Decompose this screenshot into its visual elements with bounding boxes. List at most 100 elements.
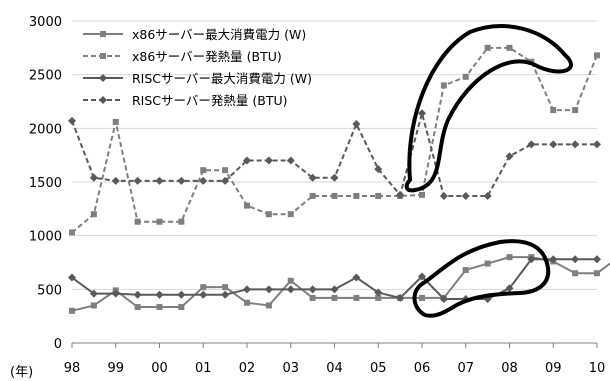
x-tick-label: 06 (414, 361, 431, 376)
data-point (177, 290, 186, 299)
data-point (572, 270, 579, 277)
data-point (243, 285, 251, 294)
data-point (374, 165, 383, 174)
data-point (265, 302, 272, 309)
x-tick-label: 05 (370, 361, 387, 376)
data-point (593, 140, 601, 149)
data-point (89, 289, 98, 298)
data-point (178, 304, 185, 311)
data-point (461, 191, 470, 200)
y-tick-label: 500 (37, 283, 62, 298)
x-axis-label: (年) (10, 365, 33, 380)
data-point (505, 152, 514, 161)
data-point (100, 31, 106, 37)
data-point (375, 294, 382, 301)
data-point (222, 284, 229, 291)
data-point (484, 44, 491, 51)
data-point (221, 176, 230, 185)
data-point (90, 302, 97, 309)
data-point (133, 290, 142, 299)
data-point (309, 294, 316, 301)
data-point (287, 211, 294, 218)
data-point (396, 293, 405, 302)
data-point (222, 167, 229, 174)
data-point (594, 270, 600, 277)
data-point (134, 304, 141, 311)
legend-label: x86サーバー最大消費電力 (W) (132, 27, 306, 42)
data-point (111, 289, 120, 298)
data-point (286, 285, 295, 294)
x-tick-label: 04 (326, 361, 343, 376)
y-tick-label: 1000 (29, 230, 62, 245)
data-point (200, 167, 207, 174)
data-point (199, 290, 208, 299)
data-point (331, 294, 338, 301)
data-point (396, 190, 405, 199)
x-tick-label: 10 (589, 361, 606, 376)
data-point (506, 44, 513, 51)
data-point (330, 285, 339, 294)
data-point (375, 192, 382, 199)
plot-area (68, 44, 610, 314)
highlight-loop-lower (412, 239, 551, 318)
data-point (133, 176, 142, 185)
data-point (419, 294, 425, 301)
data-point (156, 218, 163, 225)
y-tick-label: 1500 (29, 176, 62, 191)
data-point (331, 192, 338, 199)
data-point (155, 176, 164, 185)
legend-label: x86サーバー発熱量 (BTU) (132, 49, 282, 64)
annotations (404, 24, 573, 318)
data-point (462, 267, 469, 274)
data-point (112, 118, 119, 125)
data-point (100, 53, 106, 59)
data-point (155, 290, 164, 299)
y-tick-label: 0 (54, 337, 62, 352)
x-tick-label: 01 (195, 361, 212, 376)
highlight-loop-upper (404, 24, 573, 193)
data-point (177, 176, 186, 185)
data-point (439, 294, 448, 303)
data-point (69, 229, 75, 236)
data-point (549, 255, 558, 264)
data-point (483, 191, 492, 200)
data-point (90, 211, 97, 218)
data-point (418, 272, 426, 281)
data-point (418, 109, 426, 118)
series-4 (68, 109, 601, 200)
data-point (99, 96, 107, 104)
data-point (462, 73, 469, 80)
data-point (593, 255, 601, 264)
data-point (352, 120, 361, 129)
data-point (550, 107, 557, 114)
x-tick-label: 09 (545, 361, 562, 376)
data-point (287, 277, 294, 284)
data-point (265, 211, 272, 218)
legend-label: RISCサーバー最大消費電力 (W) (132, 71, 312, 86)
data-point (353, 294, 360, 301)
data-point (330, 173, 339, 182)
data-point (572, 107, 579, 114)
data-point (594, 52, 600, 59)
data-point (440, 82, 447, 89)
data-point (308, 285, 317, 294)
data-point (549, 140, 558, 149)
data-point (68, 273, 76, 282)
data-point (353, 192, 360, 199)
series-2 (69, 44, 600, 236)
data-point (419, 191, 425, 198)
data-point (244, 202, 250, 209)
y-tick-label: 2500 (29, 69, 62, 84)
data-point (264, 156, 273, 165)
data-point (439, 191, 448, 200)
x-tick-label: 03 (282, 361, 299, 376)
data-point (506, 254, 513, 261)
y-tick-label: 3000 (29, 15, 62, 30)
data-point (99, 74, 107, 82)
data-point (505, 284, 514, 293)
data-point (156, 304, 163, 311)
data-point (527, 140, 536, 149)
data-point (264, 285, 273, 294)
data-point (200, 284, 207, 291)
